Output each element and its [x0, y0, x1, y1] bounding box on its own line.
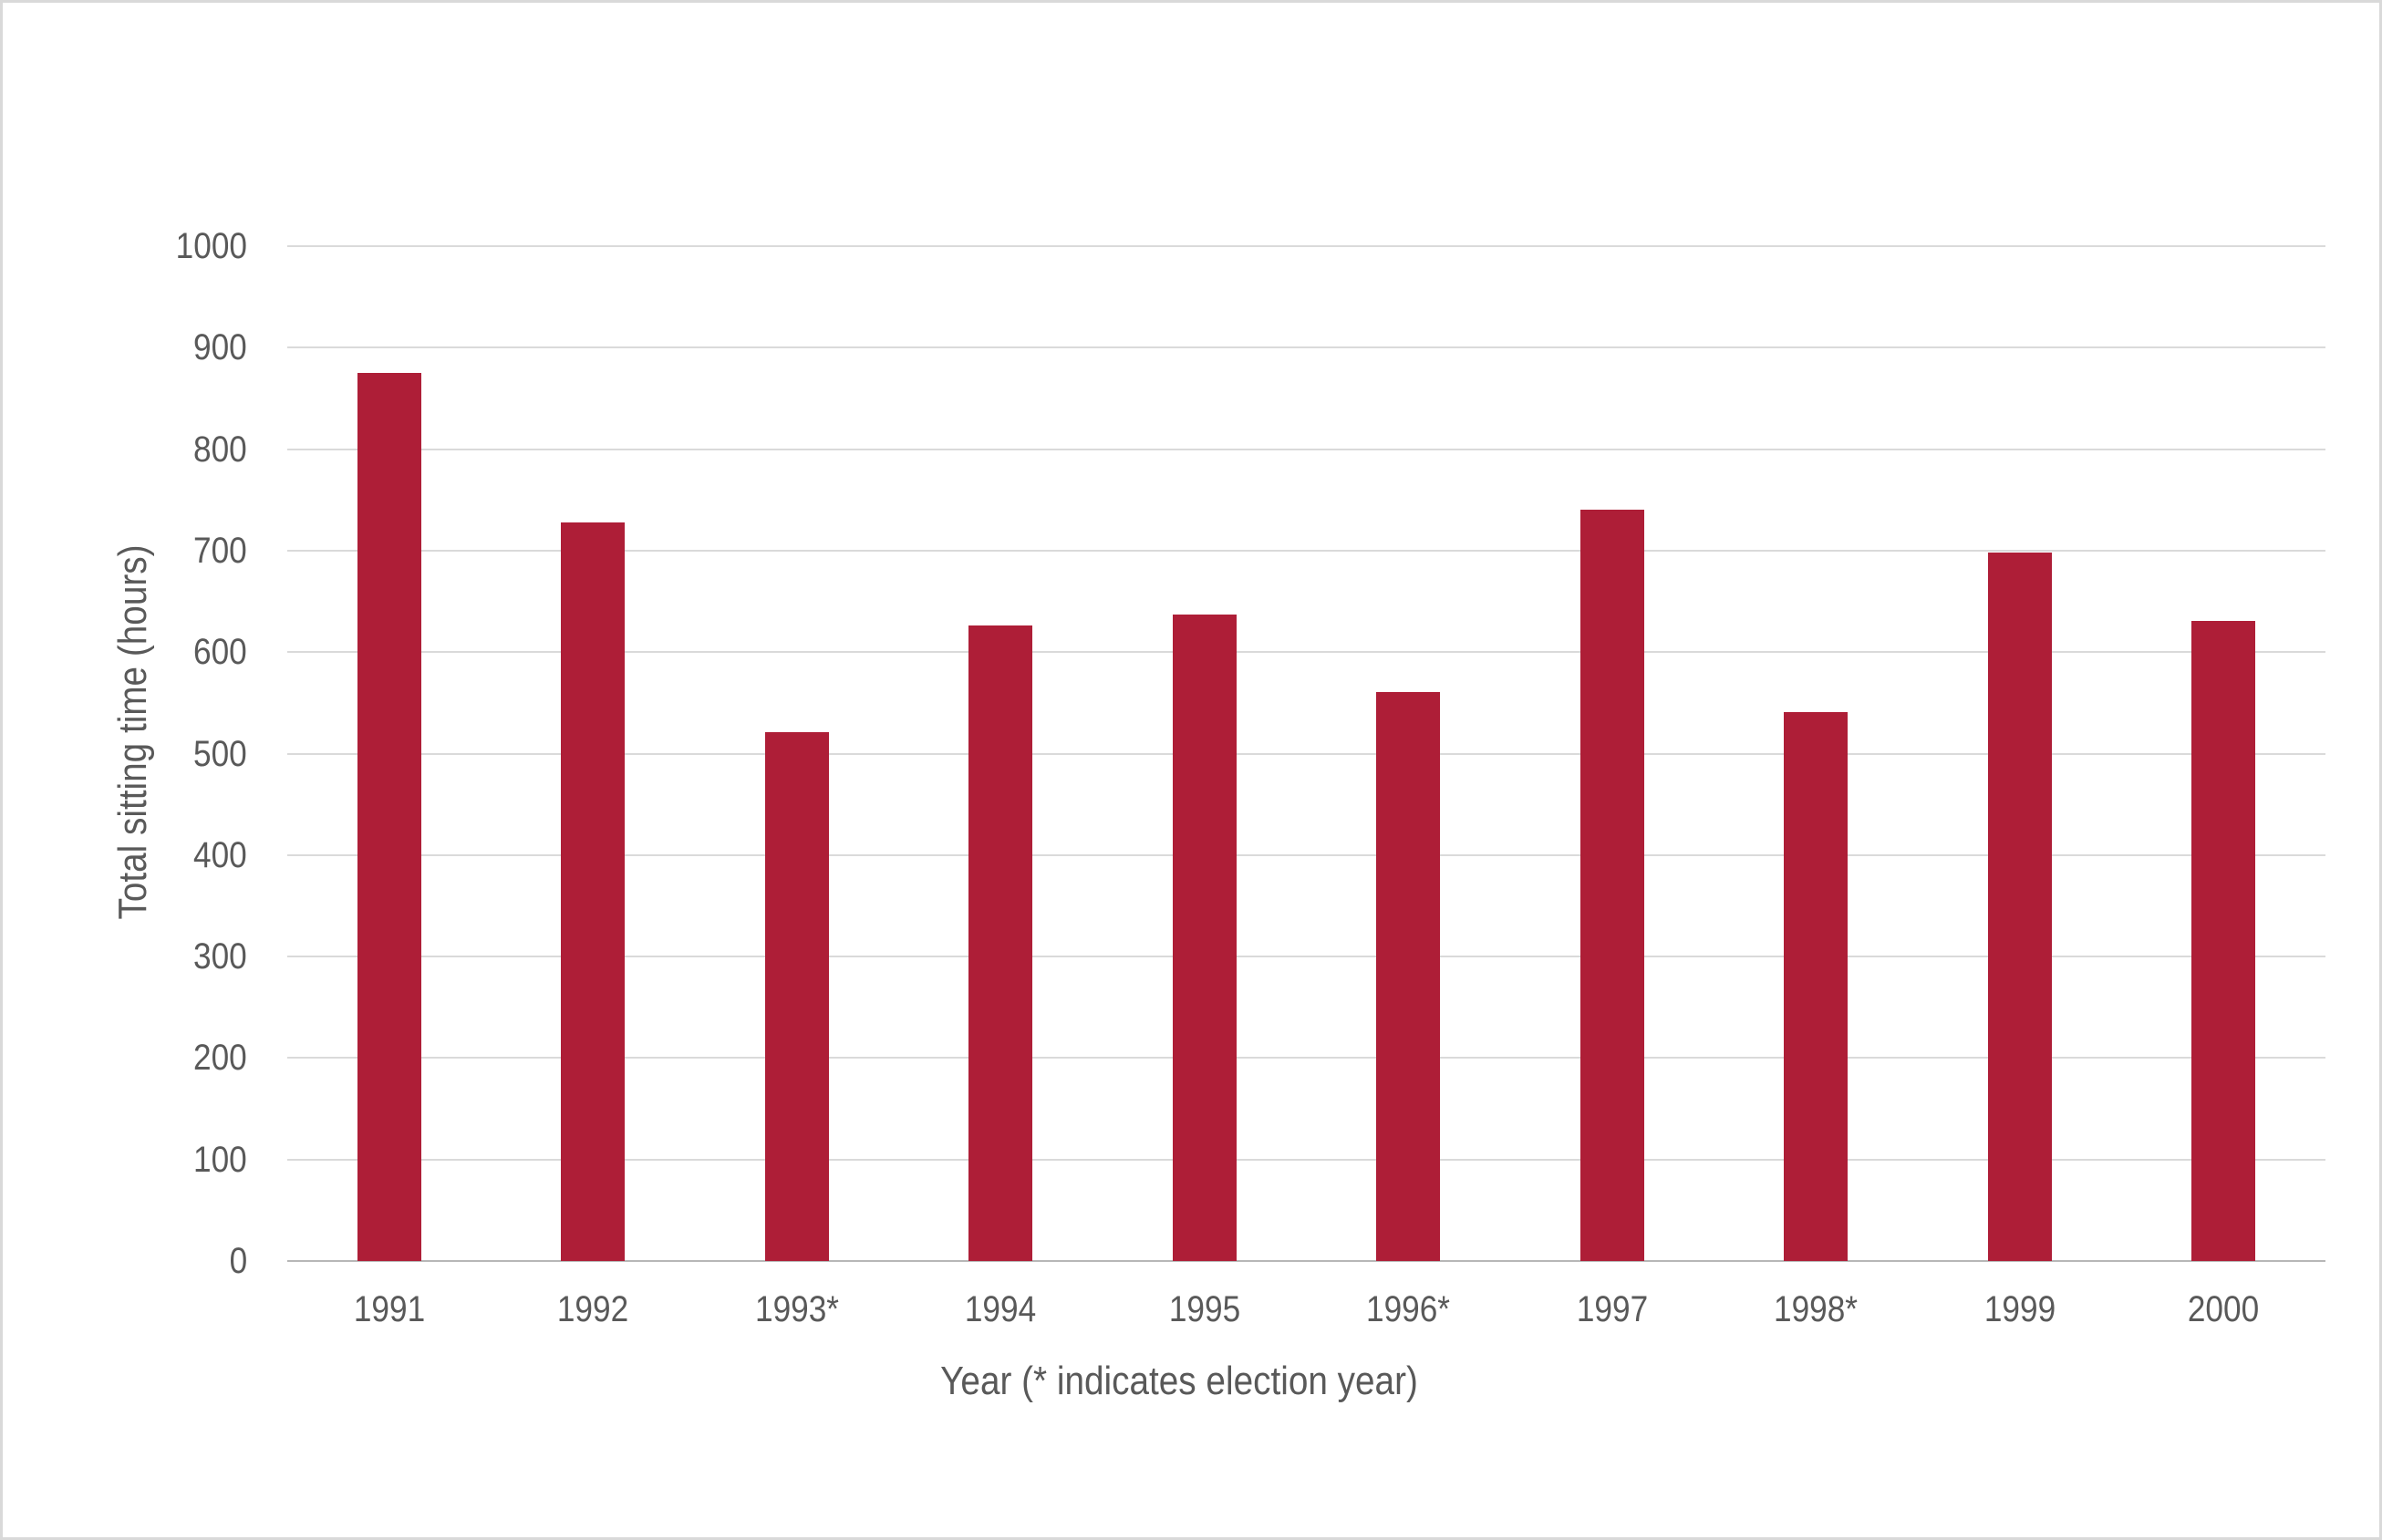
- bar-2000: [2191, 620, 2256, 1261]
- bar-1995: [1172, 615, 1237, 1261]
- y-tick-label-1000: 1000: [175, 226, 247, 266]
- y-tick-label-600: 600: [193, 632, 247, 673]
- y-tick-label-800: 800: [193, 429, 247, 470]
- x-tick-label-1997: 1997: [1576, 1289, 1648, 1329]
- bar-1996: [1376, 691, 1441, 1261]
- y-tick-label-700: 700: [193, 530, 247, 571]
- bar-1994: [968, 625, 1033, 1261]
- gridline-700: [287, 549, 2325, 552]
- y-axis-title: Total sitting time (hours): [110, 544, 155, 920]
- x-tick-label-1996: 1996*: [1366, 1289, 1451, 1329]
- gridline-400: [287, 853, 2325, 856]
- bar-1998: [1784, 711, 1849, 1261]
- x-axis-line: [287, 1260, 2325, 1262]
- x-tick-label-1999: 1999: [1983, 1289, 2056, 1329]
- gridline-800: [287, 448, 2325, 450]
- bar-1993: [764, 732, 829, 1261]
- y-tick-label-900: 900: [193, 327, 247, 368]
- y-tick-label-100: 100: [193, 1139, 247, 1180]
- x-tick-label-1993: 1993*: [754, 1289, 839, 1329]
- gridline-1000: [287, 245, 2325, 247]
- y-tick-label-0: 0: [229, 1241, 247, 1281]
- gridline-500: [287, 752, 2325, 755]
- x-tick-label-1995: 1995: [1168, 1289, 1240, 1329]
- x-tick-label-1998: 1998*: [1774, 1289, 1859, 1329]
- bar-1992: [561, 522, 626, 1261]
- y-tick-label-500: 500: [193, 733, 247, 774]
- x-tick-label-1994: 1994: [965, 1289, 1037, 1329]
- gridline-200: [287, 1057, 2325, 1059]
- y-tick-label-400: 400: [193, 834, 247, 875]
- y-tick-label-200: 200: [193, 1038, 247, 1079]
- x-axis-title: Year (* indicates election year): [940, 1359, 1418, 1403]
- gridline-100: [287, 1158, 2325, 1161]
- bar-1991: [357, 373, 421, 1261]
- x-tick-label-2000: 2000: [2188, 1289, 2260, 1329]
- bar-1997: [1579, 510, 1644, 1261]
- gridline-900: [287, 346, 2325, 349]
- gridline-300: [287, 956, 2325, 958]
- bar-1999: [1987, 553, 2052, 1261]
- x-tick-label-1992: 1992: [557, 1289, 629, 1329]
- y-tick-label-300: 300: [193, 936, 247, 977]
- x-tick-label-1991: 1991: [353, 1289, 425, 1329]
- gridline-600: [287, 651, 2325, 654]
